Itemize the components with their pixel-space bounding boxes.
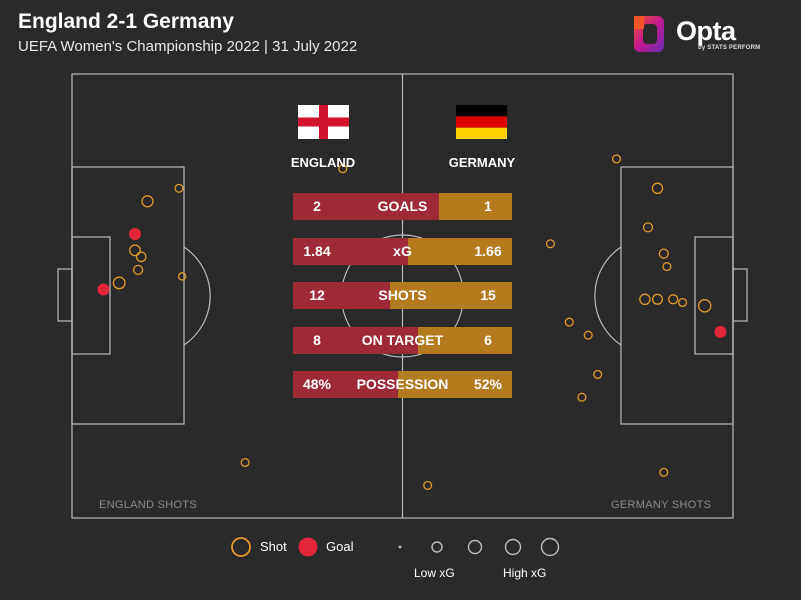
stat-value-england: 1.84 [303,242,331,259]
shot-marker [177,272,187,281]
stat-bar-germany [408,237,512,265]
shot-marker [659,467,669,477]
shot-marker [112,276,126,290]
shot-marker [577,392,587,402]
stat-label: xG [393,242,412,259]
stat-label: ON TARGET [361,331,444,348]
shot-marker [545,239,555,249]
shot-marker [639,293,651,306]
stat-label: SHOTS [378,287,427,304]
right-penalty-arc [594,246,622,346]
stat-bar-england [293,326,418,354]
legend-low-xg-label: Low xG [414,566,455,580]
left-goal [57,268,73,322]
legend-xg-size-1 [398,545,402,549]
right-penalty-area [620,166,734,425]
stat-value-germany: 52% [473,376,503,393]
shot-marker [662,262,672,272]
stat-value-germany: 1.66 [474,242,502,259]
opta-logo-sub: by STATS PERFORM [698,45,761,51]
page-subtitle: UEFA Women's Championship 2022 | 31 July… [18,38,358,55]
stat-row: 12 SHOTS 15 [293,282,512,310]
stat-row: 8 ON TARGET 6 [293,326,512,354]
stat-bar-germany [390,282,512,310]
england-shots-label: ENGLAND SHOTS [99,499,198,511]
goal-marker [129,228,141,240]
team-name-germany: GERMANY [448,155,516,170]
stat-row: 48% POSSESSION 52% [293,371,512,399]
germany-shots-label: GERMANY SHOTS [611,499,712,511]
shot-marker [658,248,669,259]
shot-marker [174,183,184,193]
stat-row: 2 GOALS 1 [293,193,512,220]
shot-markers [97,154,727,490]
left-penalty-arc [183,246,211,346]
left-penalty-area [71,166,185,425]
stat-label: POSSESSION [356,376,449,393]
stat-value-germany: 1 [484,198,492,214]
right-six-yard-box [694,236,734,355]
stat-value-england: 12 [309,287,325,304]
shot-marker [611,154,622,164]
page-title: England 2-1 Germany [18,10,234,33]
legend-goal-marker [298,537,318,557]
stat-bar-england [293,282,390,310]
shot-marker [564,317,574,327]
team-name-england: ENGLAND [290,155,356,170]
stat-bar-england [293,237,408,265]
england-flag-icon [298,105,349,139]
stat-bar-england [293,371,398,399]
stat-value-germany: 6 [484,331,492,348]
legend-goal-label: Goal [326,539,354,554]
shot-marker [135,251,147,263]
shot-marker [132,264,144,276]
shot-marker [583,330,593,340]
shot-marker [141,195,154,208]
stat-value-england: 8 [313,331,321,348]
stat-value-england: 48% [302,376,332,393]
right-goal [732,268,748,322]
shot-marker [678,297,688,308]
shot-marker [423,480,433,490]
opta-logo: Opta by STATS PERFORM [628,12,768,56]
stat-label: GOALS [377,198,428,214]
stat-bar-germany [398,371,512,399]
stat-row: 1.84 xG 1.66 [293,237,512,265]
shot-marker [642,222,654,233]
legend-xg-size-2 [431,541,443,553]
legend-markers [231,537,560,557]
legend-xg-size-4 [504,538,522,556]
legend-shot-label: Shot [260,539,287,554]
left-six-yard-box [71,236,111,355]
goal-marker [714,325,727,338]
legend-shot-marker [231,537,251,557]
shot-marker [338,164,348,174]
shot-marker [129,244,141,257]
legend-xg-size-3 [467,539,483,555]
stat-bar-germany [418,326,512,354]
opta-logo-icon [634,16,664,52]
shot-marker [593,369,603,379]
stat-value-england: 2 [313,198,321,214]
legend-high-xg-label: High xG [503,566,547,580]
stat-bar-germany [439,193,512,220]
shot-marker [668,294,679,305]
stat-value-germany: 15 [480,287,496,304]
goal-marker [97,283,110,296]
shot-marker [651,182,664,195]
germany-flag-icon [456,105,507,139]
shot-marker [240,457,250,468]
stat-bar-england [293,193,439,220]
shot-marker [697,299,712,313]
opta-logo-word: Opta [676,16,736,46]
shot-marker [651,293,664,305]
legend-xg-size-5 [540,537,560,557]
